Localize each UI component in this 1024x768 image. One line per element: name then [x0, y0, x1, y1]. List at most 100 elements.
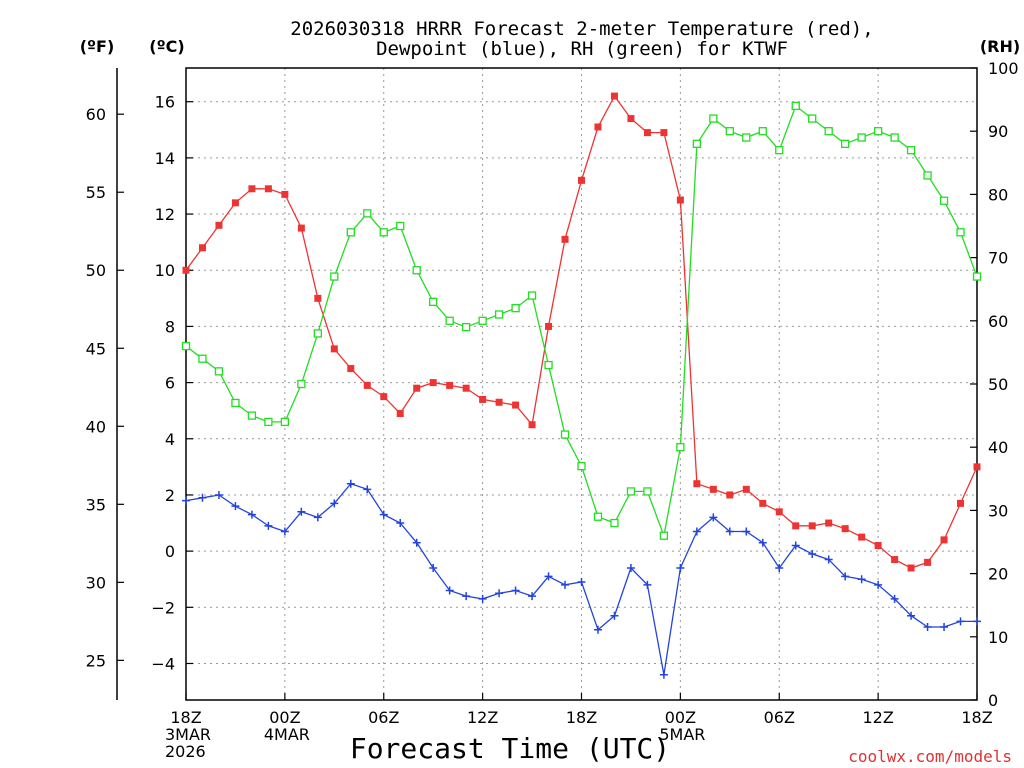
tick-label-x-6-0: 06Z: [764, 708, 795, 727]
dew-point-45: [923, 622, 932, 631]
temp-point-16: [446, 381, 454, 389]
temp-point-45: [924, 558, 932, 566]
dew-point-36: [775, 563, 784, 572]
rh-point-5: [264, 417, 273, 427]
rh-point-40: [841, 139, 850, 148]
dew-point-38: [808, 549, 817, 558]
temp-point-2: [215, 221, 223, 229]
rh-point-4: [247, 411, 257, 420]
tick-label-c--4: −4: [151, 654, 175, 673]
tick-label-c-2: 2: [165, 486, 175, 505]
dew-point-2: [214, 490, 223, 499]
dew-point-31: [692, 527, 701, 536]
rh-point-14: [412, 266, 421, 275]
rh-point-26: [610, 518, 619, 528]
tick-label-rh-60: 60: [988, 312, 1008, 331]
rh-point-9: [330, 272, 339, 281]
dew-point-40: [841, 572, 850, 581]
dew-point-34: [742, 527, 751, 536]
tick-label-rh-50: 50: [988, 375, 1008, 394]
dew-point-27: [626, 563, 635, 572]
dew-point-24: [577, 578, 586, 587]
rh-point-13: [396, 221, 405, 231]
dew-point-42: [874, 580, 883, 589]
axes: 25 30 35 40 45 50 55 60 −4 −2 0 2 4 6 8 10 12 14 16 0 10 20 30…: [86, 59, 1019, 761]
series-layer: [181, 92, 982, 679]
tick-label-f-60: 60: [86, 105, 106, 124]
dew-point-18: [478, 594, 487, 603]
dew-point-39: [824, 555, 833, 564]
temp-point-17: [462, 384, 470, 392]
temp-point-28: [643, 129, 651, 137]
dew-point-44: [907, 611, 916, 620]
rh-point-20: [511, 304, 520, 313]
dew-point-10: [346, 479, 355, 488]
rh-point-31: [692, 139, 702, 148]
tick-label-f-50: 50: [86, 261, 106, 280]
temp-point-8: [314, 294, 322, 302]
temp-point-47: [957, 499, 965, 507]
rh-point-0: [181, 341, 191, 351]
dew-point-48: [973, 617, 981, 626]
temp-point-32: [709, 485, 717, 493]
dew-point-29: [659, 670, 668, 679]
dew-point-22: [544, 572, 553, 581]
dew-point-20: [511, 586, 520, 595]
tick-label-f-40: 40: [86, 417, 106, 436]
tick-label-c-12: 12: [155, 205, 175, 224]
tick-label-c--2: −2: [151, 598, 175, 617]
rh-point-39: [824, 127, 833, 136]
rh-point-23: [560, 430, 570, 439]
dew-point-37: [791, 541, 800, 550]
temp-point-31: [693, 480, 701, 488]
dew-point-16: [445, 586, 454, 595]
temp-point-37: [792, 522, 800, 530]
tick-label-x-3-0: 12Z: [467, 708, 498, 727]
temp-point-7: [297, 224, 305, 232]
tick-label-rh-40: 40: [988, 438, 1008, 457]
tick-label-f-30: 30: [86, 573, 106, 592]
rh-point-41: [857, 133, 866, 142]
temp-point-0: [182, 266, 190, 274]
temp-point-22: [545, 322, 553, 330]
temp-point-11: [363, 381, 371, 389]
tick-label-x-1-0: 00Z: [269, 708, 300, 727]
rh-point-29: [659, 531, 669, 540]
tick-label-c-0: 0: [165, 542, 175, 561]
rh-point-19: [494, 310, 504, 319]
dew-point-21: [528, 592, 537, 601]
rh-point-17: [461, 322, 471, 332]
temp-point-18: [479, 395, 487, 403]
tick-label-f-35: 35: [86, 495, 106, 514]
dew-point-11: [363, 485, 372, 494]
dew-point-33: [725, 527, 734, 536]
rh-point-32: [709, 114, 718, 123]
rh-point-24: [577, 462, 586, 471]
rh-point-42: [873, 127, 883, 136]
tick-label-c-6: 6: [165, 374, 175, 393]
dew-point-28: [643, 580, 652, 589]
temp-point-40: [841, 525, 849, 533]
dew-point-41: [857, 575, 866, 584]
rh-point-1: [198, 354, 207, 363]
rh-point-15: [429, 297, 438, 306]
temp-point-23: [561, 235, 569, 243]
temp-point-43: [891, 556, 899, 564]
tick-label-f-45: 45: [86, 339, 106, 358]
dew-point-25: [593, 625, 602, 634]
rh-point-33: [725, 127, 734, 136]
tick-label-x-5-0: 00Z: [665, 708, 696, 727]
rh-point-45: [923, 171, 932, 180]
temp-point-38: [808, 522, 816, 530]
dew-point-5: [264, 521, 273, 530]
rh-point-16: [445, 316, 454, 325]
dew-point-43: [890, 594, 899, 603]
dew-point-19: [495, 589, 504, 598]
dew-point-32: [709, 513, 718, 522]
tick-label-c-16: 16: [155, 93, 175, 112]
temp-point-25: [594, 123, 602, 131]
temp-point-33: [726, 491, 734, 499]
dew-point-4: [247, 510, 256, 519]
dew-point-26: [610, 611, 619, 620]
temp-point-36: [775, 508, 783, 516]
